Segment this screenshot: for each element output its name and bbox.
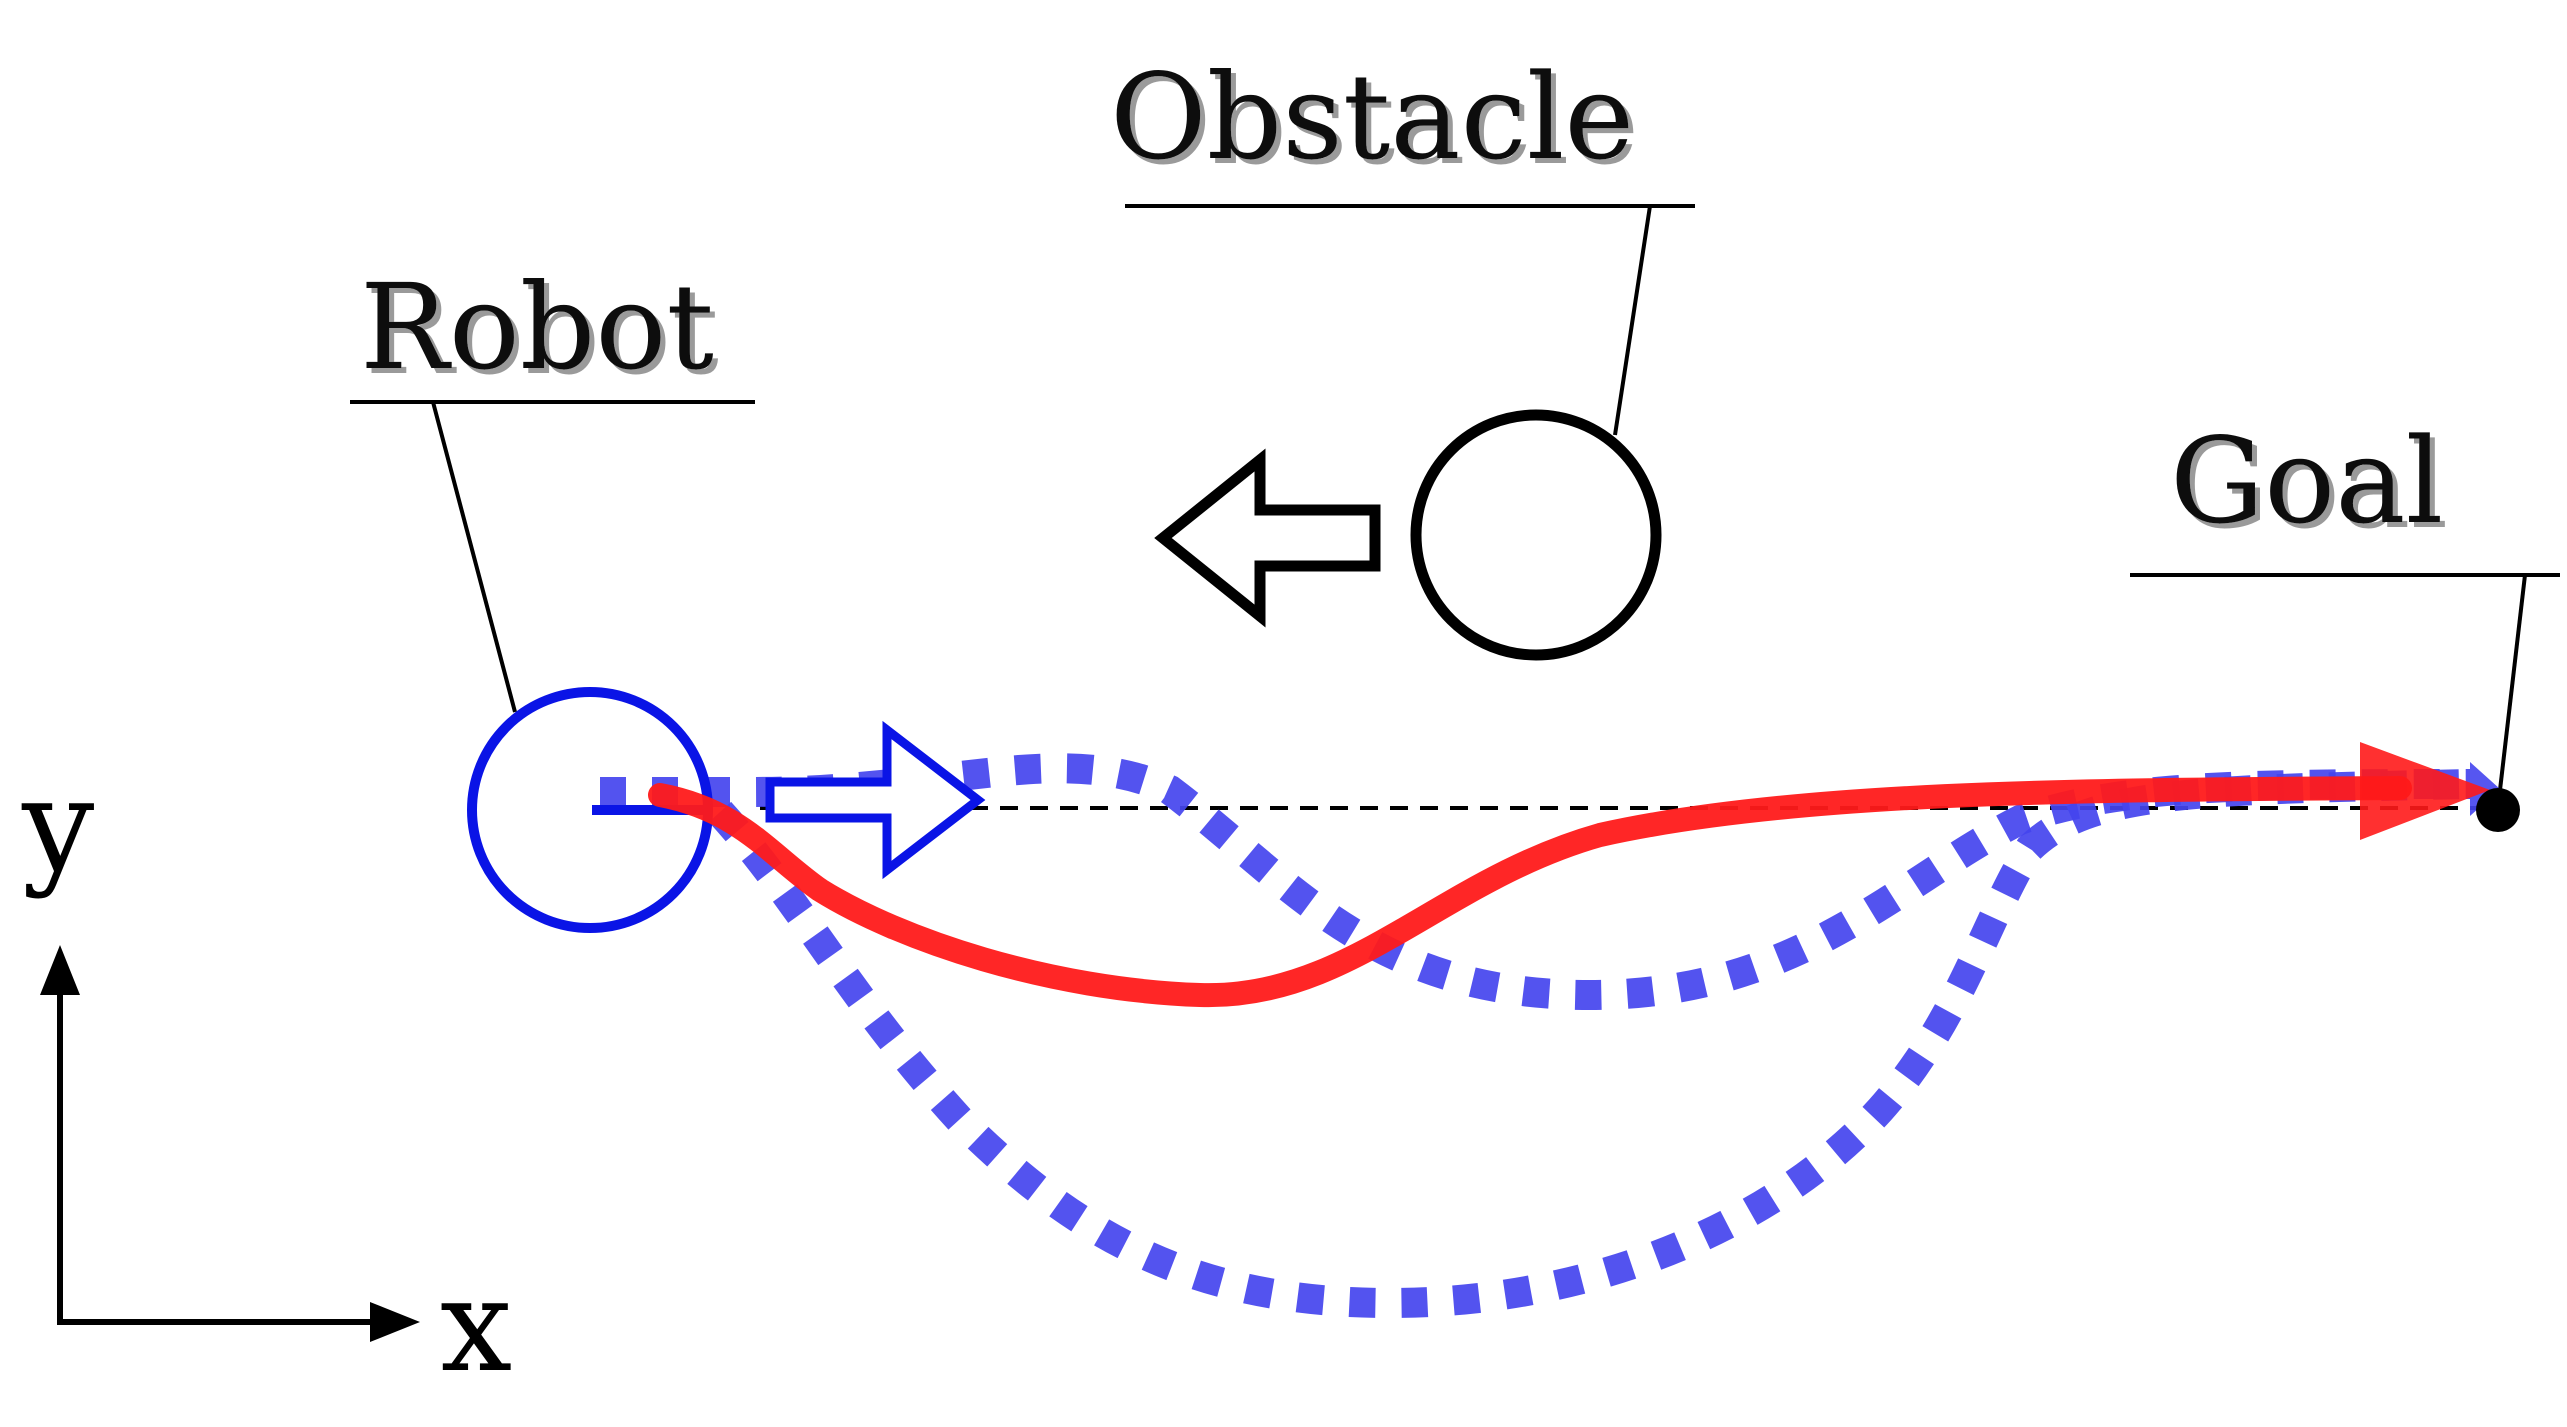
y-axis-arrowhead [40, 945, 80, 995]
obstacle-circle [1410, 409, 1662, 661]
obstacle-motion-arrow [1154, 448, 1381, 628]
x-axis-label: x [440, 1252, 512, 1401]
robot-motion-arrow [765, 720, 986, 880]
planned-path [648, 776, 2412, 1008]
x-axis-arrowhead [370, 1302, 420, 1342]
y-axis-label: y [21, 752, 94, 901]
alternative-path-lower [708, 769, 2471, 1319]
obstacle-label: Obstacle [1110, 48, 1634, 186]
obstacle-leader-line [1613, 205, 1652, 436]
goal-label: Goal [2170, 412, 2443, 550]
planned-path-arrowhead [2360, 742, 2490, 840]
robot-label: Robot [360, 258, 714, 396]
goal-point [2476, 788, 2520, 832]
goal-leader-line [2498, 574, 2527, 791]
robot-leader-line [431, 401, 517, 713]
